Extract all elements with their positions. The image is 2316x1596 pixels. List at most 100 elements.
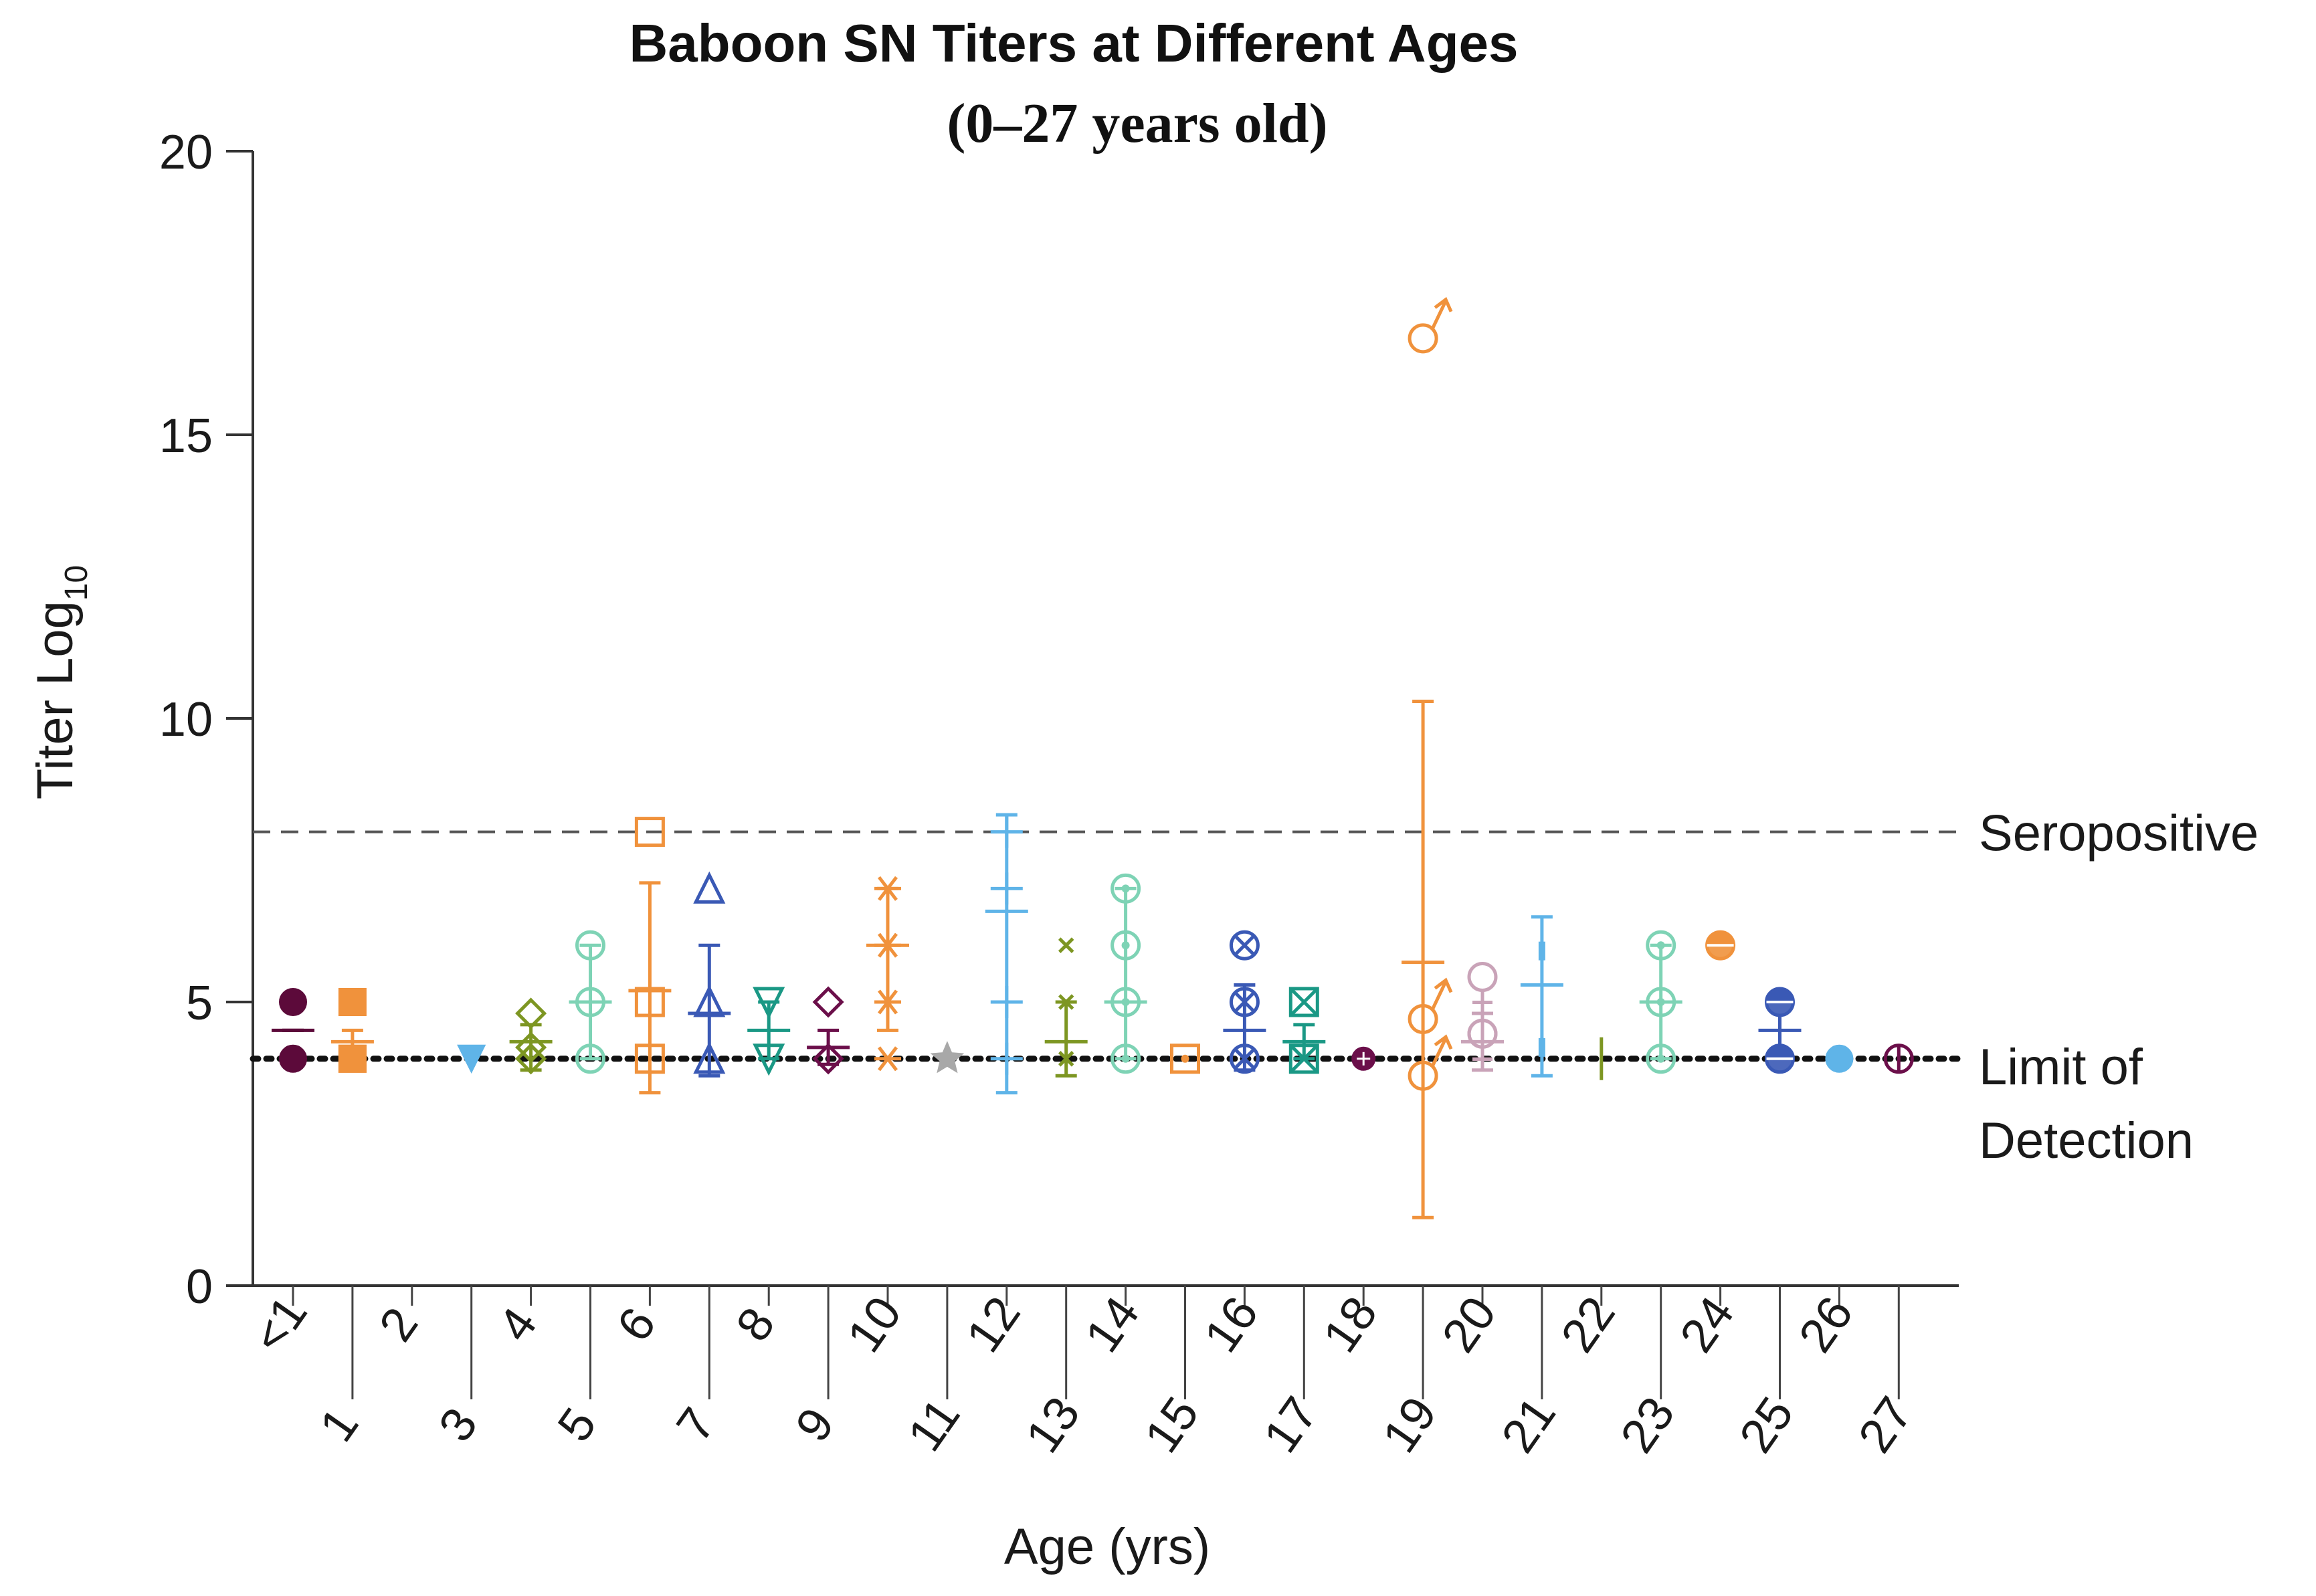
x-tick-label: 8	[726, 1298, 785, 1351]
data-point	[1229, 987, 1260, 1017]
x-tick-label: 14	[1075, 1287, 1149, 1361]
data-group	[1044, 937, 1088, 1078]
x-tick-label: 22	[1551, 1287, 1625, 1361]
data-point	[1646, 987, 1676, 1017]
data-point	[1058, 1051, 1074, 1067]
data-point	[575, 1043, 605, 1074]
data-point	[874, 932, 901, 958]
data-group	[1170, 1043, 1200, 1074]
y-axis-label: Titer Log10	[27, 565, 94, 800]
x-tick-label: 4	[488, 1298, 548, 1351]
data-point	[1538, 1037, 1545, 1057]
data-point	[753, 1043, 785, 1076]
data-point	[990, 872, 1023, 905]
x-tick-label: 26	[1789, 1287, 1863, 1361]
x-tick-label: 23	[1610, 1387, 1684, 1462]
data-point	[1058, 937, 1074, 953]
data-group	[1883, 1043, 1914, 1074]
data-point	[693, 871, 726, 904]
x-tick-label: 17	[1254, 1387, 1328, 1462]
x-tick-label: 21	[1492, 1387, 1566, 1462]
data-group	[807, 986, 850, 1075]
x-tick-label: 25	[1729, 1387, 1804, 1462]
data-point	[1883, 1043, 1914, 1074]
x-tick-label: 15	[1135, 1387, 1209, 1462]
data-group	[628, 817, 672, 1095]
data-point	[515, 997, 547, 1029]
x-tick-label: 11	[898, 1389, 970, 1461]
data-group	[1639, 930, 1682, 1074]
data-point	[1111, 873, 1141, 904]
data-point	[338, 1044, 367, 1073]
seropositive-label: Seropositive	[1979, 805, 2258, 862]
data-point	[457, 1044, 486, 1074]
data-group	[569, 930, 612, 1074]
data-group	[1282, 987, 1326, 1074]
data-point	[874, 1046, 901, 1072]
data-point	[338, 988, 367, 1016]
data-point	[1170, 1043, 1200, 1074]
data-group	[1705, 930, 1736, 961]
data-point	[575, 930, 605, 961]
data-group	[1520, 915, 1563, 1078]
detection-limit-label: Limit of	[1979, 1039, 2143, 1096]
data-groups	[272, 296, 1914, 1219]
y-tick-label: 15	[159, 409, 213, 463]
x-tick-label: 5	[548, 1399, 607, 1452]
data-point	[1229, 930, 1260, 961]
data-group	[1825, 1044, 1854, 1073]
detection-limit-label: Detection	[1979, 1112, 2194, 1169]
axes	[252, 151, 1959, 1287]
data-point	[575, 987, 605, 1017]
data-group	[1104, 873, 1147, 1074]
reference-lines: Seropositive Limit of Detection	[250, 805, 2258, 1169]
y-axis-label-subscript: 10	[59, 565, 94, 601]
data-point	[1538, 941, 1545, 961]
data-point	[1467, 1018, 1498, 1069]
data-point	[1111, 1043, 1141, 1074]
data-group	[747, 987, 791, 1076]
data-group	[1402, 296, 1453, 1219]
y-tick-label: 20	[159, 126, 213, 179]
data-group	[1223, 930, 1266, 1074]
data-point	[990, 815, 1023, 848]
x-tick-label: 27	[1848, 1387, 1923, 1462]
y-tick-label: 0	[186, 1260, 213, 1314]
svg-text:Titer Log10: Titer Log10	[27, 565, 94, 800]
data-point	[1111, 930, 1141, 961]
data-point	[279, 1044, 307, 1073]
data-point	[1288, 987, 1319, 1017]
data-group	[457, 1044, 486, 1074]
data-point	[990, 986, 1023, 1018]
x-tick-label: 2	[369, 1298, 429, 1351]
data-point	[1058, 994, 1074, 1010]
x-tick-label: 24	[1670, 1287, 1744, 1361]
chart-subtitle: (0–27 years old)	[947, 92, 1327, 155]
x-tick-label: 3	[429, 1399, 488, 1452]
x-tick-label: 19	[1373, 1387, 1447, 1462]
data-point	[634, 1043, 665, 1074]
x-ticks: <112345678910111213141516171819202122232…	[242, 1286, 1923, 1462]
data-group	[330, 988, 374, 1073]
x-tick-label: 1	[310, 1399, 369, 1452]
data-point	[515, 1043, 547, 1075]
data-point	[1765, 1043, 1795, 1074]
x-axis-label: Age (yrs)	[1004, 1518, 1210, 1575]
data-point	[753, 987, 785, 1019]
x-tick-label: 7	[666, 1399, 726, 1452]
data-point	[1467, 962, 1498, 1012]
data-group	[930, 1041, 965, 1074]
data-point	[1351, 1046, 1376, 1071]
x-tick-label: <1	[242, 1287, 318, 1363]
data-group	[1351, 1046, 1376, 1071]
data-point	[1646, 1043, 1676, 1074]
data-point	[634, 987, 665, 1017]
data-point	[812, 1043, 844, 1075]
data-point	[1646, 930, 1676, 961]
data-group	[1461, 962, 1504, 1072]
x-tick-label: 20	[1432, 1287, 1507, 1361]
x-tick-label: 6	[607, 1298, 666, 1351]
data-point	[1288, 1043, 1319, 1074]
data-point	[1229, 1043, 1260, 1074]
